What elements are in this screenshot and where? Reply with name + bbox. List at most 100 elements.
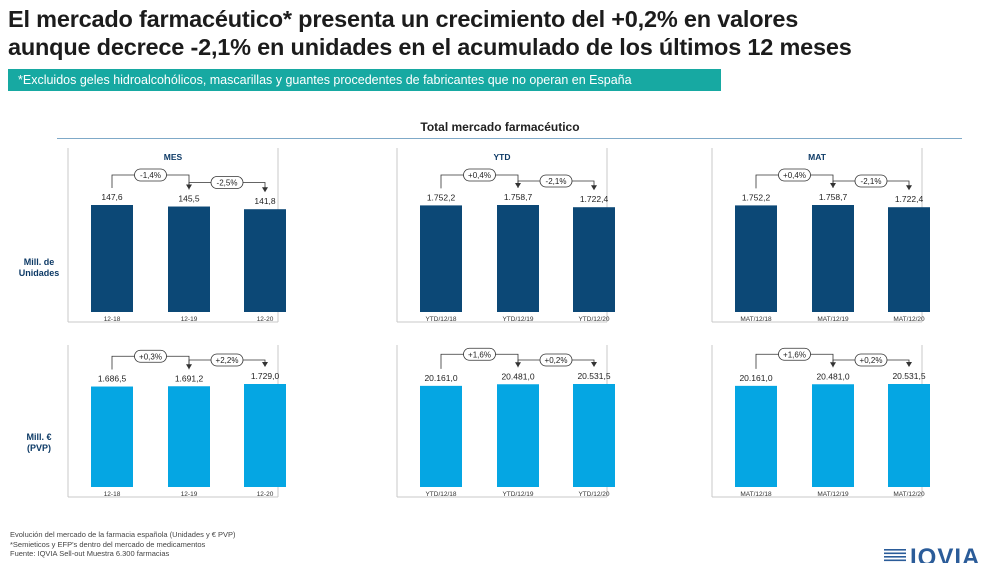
tick-label: 12-20	[257, 316, 274, 323]
chart-title: MES	[164, 152, 183, 162]
arrow-head-icon	[262, 187, 268, 193]
bar	[420, 385, 462, 487]
arrow-head-icon	[906, 185, 912, 191]
chart-title: YTD	[494, 152, 511, 162]
bar	[91, 205, 133, 312]
bar	[573, 384, 615, 487]
arrow-head-icon	[906, 362, 912, 367]
change-badge	[210, 176, 244, 189]
section-title: Total mercado farmacéutico	[420, 120, 580, 134]
tick-label: YTD/12/20	[578, 316, 609, 323]
tick-label: MAT/12/19	[817, 316, 849, 323]
arrow-head-icon	[591, 362, 597, 367]
page-title: El mercado farmacéutico* presenta un cre…	[8, 5, 998, 61]
exclusion-banner: *Excluidos geles hidroalcohólicos, masca…	[8, 69, 721, 91]
arrow-head-icon	[262, 362, 268, 367]
bar	[244, 384, 286, 487]
tick-label: MAT/12/20	[893, 491, 925, 498]
bar	[735, 385, 777, 487]
change-badge	[539, 174, 573, 188]
bar	[91, 386, 133, 487]
logo-lines-icon	[884, 549, 906, 562]
footer-notes: Evolución del mercado de la farmacia esp…	[10, 530, 236, 559]
data-label: 1.758,7	[504, 192, 533, 202]
bar	[497, 384, 539, 487]
change-badge	[134, 349, 167, 363]
bar	[888, 207, 930, 312]
change-label: +0,2%	[860, 356, 883, 365]
data-label: 20.481,0	[501, 371, 534, 381]
tick-label: MAT/12/18	[740, 316, 772, 323]
chart-title: MAT	[808, 152, 827, 162]
tick-label: 12-18	[104, 316, 121, 323]
data-label: 1.686,5	[98, 374, 127, 384]
iqvia-logo: IQVIA	[910, 546, 981, 563]
bar	[735, 205, 777, 312]
change-label: +1,6%	[468, 350, 491, 359]
change-label: -2,5%	[217, 179, 238, 188]
change-label: -2,1%	[546, 177, 567, 186]
data-label: 145,5	[178, 194, 200, 204]
change-label: +0,2%	[545, 356, 568, 365]
data-label: 20.161,0	[739, 373, 772, 383]
data-label: 20.161,0	[424, 373, 457, 383]
tick-label: 12-18	[104, 491, 121, 498]
tick-label: 12-20	[257, 491, 274, 498]
change-badge	[463, 168, 496, 182]
footer-line-2: *Semieticos y EFP's dentro del mercado d…	[10, 539, 206, 549]
bar	[168, 386, 210, 487]
data-label: 1.758,7	[819, 192, 848, 202]
bar	[888, 384, 930, 487]
change-label: -2,1%	[861, 177, 882, 186]
row-label-units-line1: Mill. de	[23, 257, 55, 267]
row-label-value-line2: (PVP)	[26, 443, 51, 453]
tick-label: MAT/12/19	[817, 491, 849, 498]
change-label: +1,6%	[783, 350, 806, 359]
change-badge	[210, 353, 244, 367]
title-line-2: aunque decrece -2,1% en unidades en el a…	[8, 34, 852, 60]
bar	[420, 205, 462, 312]
row-label-units-line2: Unidades	[18, 268, 60, 278]
tick-label: MAT/12/20	[893, 316, 925, 323]
tick-label: YTD/12/18	[425, 316, 456, 323]
data-label: 1.729,0	[251, 371, 280, 381]
change-badge	[778, 168, 811, 182]
data-label: 20.531,5	[577, 371, 610, 381]
bar	[812, 384, 854, 487]
section-divider	[57, 138, 962, 139]
title-line-1: El mercado farmacéutico* presenta un cre…	[8, 6, 799, 32]
data-label: 1.722,4	[580, 194, 609, 204]
data-label: 141,8	[254, 196, 276, 206]
tick-label: YTD/12/19	[502, 491, 533, 498]
bar	[168, 206, 210, 312]
footer-line-1: Evolución del mercado de la farmacia esp…	[10, 530, 236, 539]
change-label: +0,3%	[139, 352, 162, 361]
tick-label: 12-19	[181, 491, 198, 498]
change-badge	[854, 353, 888, 367]
arrow-head-icon	[591, 185, 597, 191]
data-label: 20.481,0	[816, 371, 849, 381]
change-label: +0,4%	[468, 171, 491, 180]
footer-line-3: Fuente: IQVIA Sell-out Muestra 6.300 far…	[10, 549, 170, 558]
change-badge	[134, 168, 167, 182]
data-label: 1.722,4	[895, 194, 924, 204]
change-badge	[539, 353, 573, 367]
change-badge	[463, 347, 496, 361]
change-label: +0,4%	[783, 171, 806, 180]
bar	[497, 205, 539, 312]
data-label: 20.531,5	[892, 371, 925, 381]
bar	[812, 205, 854, 312]
change-badge	[778, 347, 811, 361]
bar	[573, 207, 615, 312]
data-label: 1.752,2	[427, 192, 456, 202]
change-label: -1,4%	[140, 171, 161, 180]
row-label-units: Mill. de Unidades	[10, 257, 68, 279]
tick-label: YTD/12/18	[425, 491, 456, 498]
row-label-value-line1: Mill. €	[26, 432, 52, 442]
tick-label: YTD/12/20	[578, 491, 609, 498]
bar	[244, 209, 286, 312]
data-label: 147,6	[101, 192, 123, 202]
data-label: 1.752,2	[742, 192, 771, 202]
change-label: +2,2%	[216, 356, 239, 365]
change-badge	[854, 174, 888, 188]
